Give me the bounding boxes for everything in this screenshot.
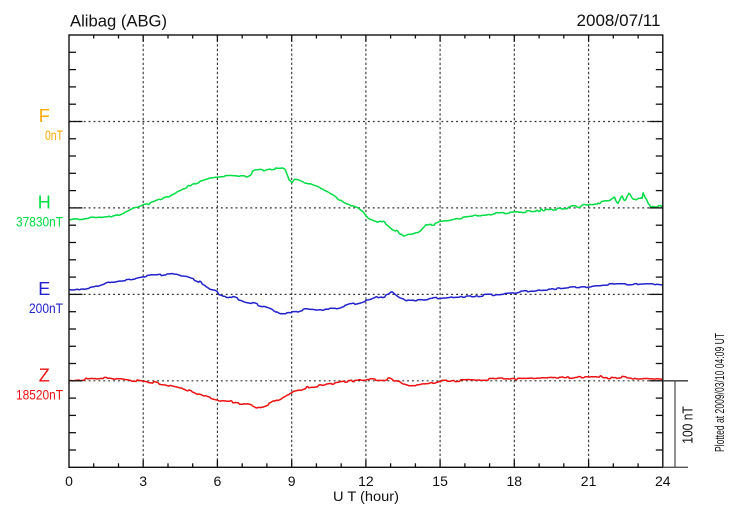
svg-text:9: 9 (288, 473, 296, 489)
svg-text:200nT: 200nT (29, 301, 63, 316)
svg-text:0: 0 (65, 473, 73, 489)
svg-text:24: 24 (655, 473, 671, 489)
svg-text:3: 3 (139, 473, 147, 489)
svg-text:Plotted at 2009/03/10 04:09 UT: Plotted at 2009/03/10 04:09 UT (712, 333, 727, 452)
svg-text:F: F (39, 106, 50, 126)
svg-text:Z: Z (39, 365, 50, 385)
svg-text:U T (hour): U T (hour) (333, 489, 399, 504)
svg-text:H: H (38, 192, 51, 212)
svg-text:6: 6 (214, 473, 222, 489)
svg-text:100 nT: 100 nT (680, 406, 697, 444)
svg-text:12: 12 (358, 473, 374, 489)
svg-text:18: 18 (507, 473, 523, 489)
svg-text:21: 21 (581, 473, 597, 489)
svg-text:2008/07/11: 2008/07/11 (577, 12, 661, 30)
svg-text:E: E (38, 279, 50, 299)
svg-text:37830nT: 37830nT (16, 214, 63, 229)
svg-text:Alibag (ABG): Alibag (ABG) (70, 13, 167, 31)
svg-text:0nT: 0nT (45, 128, 63, 143)
svg-text:18520nT: 18520nT (16, 387, 63, 402)
svg-text:15: 15 (432, 473, 448, 489)
